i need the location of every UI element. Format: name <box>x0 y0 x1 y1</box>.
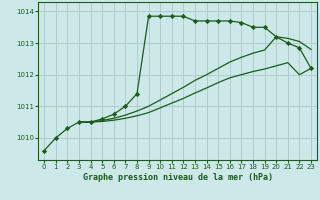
X-axis label: Graphe pression niveau de la mer (hPa): Graphe pression niveau de la mer (hPa) <box>83 173 273 182</box>
